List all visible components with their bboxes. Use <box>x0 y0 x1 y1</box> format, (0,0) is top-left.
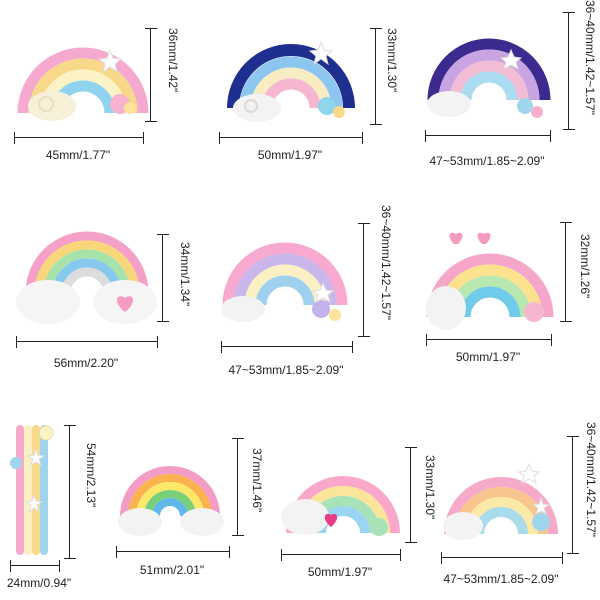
width-dimension-line <box>221 341 353 353</box>
rainbow-item-4: 56mm/2.20" 34mm/1.34" <box>12 228 202 373</box>
height-label: 36~40mm/1.42~1.57" <box>584 422 598 538</box>
rainbow-item-5: 47~53mm/1.85~2.09" 36~40mm/1.42~1.57" <box>213 205 408 385</box>
height-label: 36~40mm/1.42~1.57" <box>379 205 393 321</box>
rainbow-charm-image <box>17 47 149 121</box>
rainbow-charm-image <box>427 38 551 118</box>
rainbow-charm-image <box>443 462 558 540</box>
width-dimension-line <box>425 130 551 142</box>
height-dimension-line <box>405 447 417 543</box>
width-dimension-line <box>16 336 158 348</box>
height-dimension-line <box>232 438 244 536</box>
rainbow-charm-image <box>118 466 224 536</box>
rainbow-charm-image <box>426 232 554 330</box>
height-label: 54mm/2.13" <box>84 443 98 508</box>
height-label: 33mm/1.30" <box>423 455 437 520</box>
rainbow-item-10: 47~53mm/1.85~2.09" 36~40mm/1.42~1.57" <box>437 422 600 594</box>
height-dimension-line <box>157 234 169 322</box>
width-label: 50mm/1.97" <box>257 148 323 162</box>
height-label: 36~40mm/1.42~1.57" <box>583 0 597 116</box>
height-label: 34mm/1.34" <box>178 242 192 307</box>
width-label: 51mm/2.01" <box>139 563 205 577</box>
width-dimension-line <box>219 132 363 144</box>
height-dimension-line <box>563 12 575 130</box>
width-label: 47~53mm/1.85~2.09" <box>443 572 559 586</box>
width-dimension-line <box>14 132 144 144</box>
height-dimension-line <box>358 223 370 337</box>
height-label: 33mm/1.30" <box>385 28 399 93</box>
rainbow-item-7: 24mm/0.94" 54mm/2.13" <box>4 415 116 595</box>
width-label: 45mm/1.77" <box>45 148 111 162</box>
rainbow-charm-image <box>16 231 157 324</box>
rainbow-item-8: 51mm/2.01" 37mm/1.46" <box>110 438 270 590</box>
height-dimension-line <box>145 28 157 122</box>
height-label: 32mm/1.26" <box>578 234 592 299</box>
width-label: 47~53mm/1.85~2.09" <box>429 154 545 168</box>
height-label: 37mm/1.46" <box>250 448 264 513</box>
width-label: 56mm/2.20" <box>53 356 119 370</box>
rainbow-item-9: 50mm/1.97" 33mm/1.30" <box>277 445 437 590</box>
width-label: 47~53mm/1.85~2.09" <box>228 363 344 377</box>
rainbow-charm-image <box>10 425 54 555</box>
width-label: 50mm/1.97" <box>307 565 373 579</box>
rainbow-charm-image <box>221 242 348 322</box>
rainbow-charm-image <box>227 40 355 122</box>
height-dimension-line <box>560 222 572 322</box>
rainbow-charm-image <box>281 476 400 536</box>
height-dimension-line <box>370 28 382 125</box>
width-dimension-line <box>10 560 60 572</box>
rainbow-item-1: 45mm/1.77" 36mm/1.42" <box>8 28 198 168</box>
height-label: 36mm/1.42" <box>166 28 180 93</box>
rainbow-item-3: 47~53mm/1.85~2.09" 36~40mm/1.42~1.57" <box>415 0 600 176</box>
width-dimension-line <box>116 546 230 558</box>
rainbow-item-6: 50mm/1.97" 32mm/1.26" <box>420 222 600 372</box>
height-dimension-line <box>64 425 76 559</box>
width-dimension-line <box>281 549 401 561</box>
rainbow-item-2: 50mm/1.97" 33mm/1.30" <box>215 28 405 168</box>
width-dimension-line <box>426 334 552 346</box>
width-label: 50mm/1.97" <box>455 350 521 364</box>
width-label: 24mm/0.94" <box>6 576 72 590</box>
width-dimension-line <box>441 552 563 564</box>
height-dimension-line <box>567 436 579 554</box>
